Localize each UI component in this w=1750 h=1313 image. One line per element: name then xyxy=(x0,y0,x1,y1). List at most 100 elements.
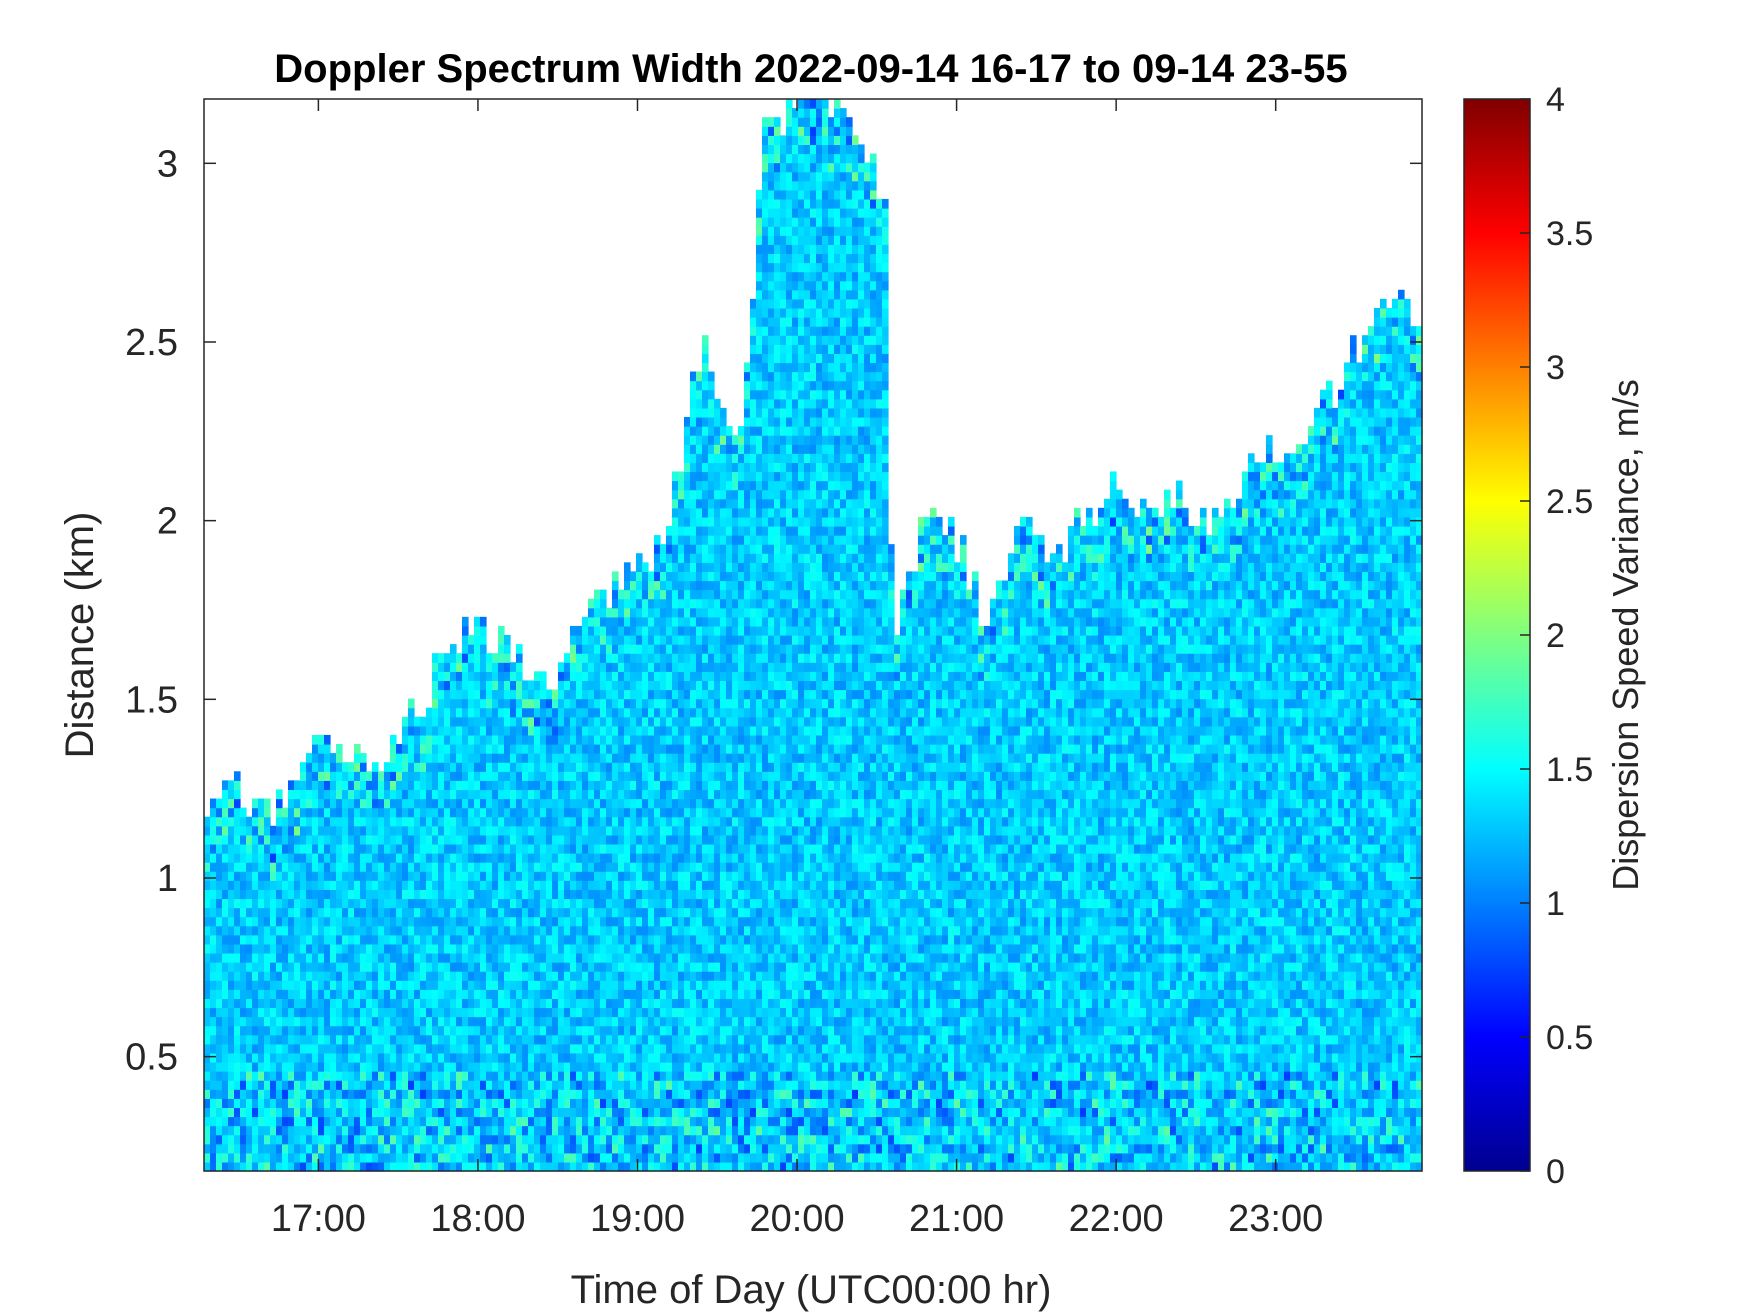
heatmap-cell xyxy=(294,908,301,918)
heatmap-cell xyxy=(492,1026,499,1036)
heatmap-cell xyxy=(618,853,625,863)
heatmap-cell xyxy=(570,1162,577,1172)
heatmap-cell xyxy=(204,1144,211,1154)
heatmap-cell xyxy=(678,1035,685,1045)
heatmap-cell xyxy=(492,835,499,845)
heatmap-cell xyxy=(636,580,643,590)
heatmap-cell xyxy=(492,917,499,927)
heatmap-cell xyxy=(360,780,367,790)
heatmap-cell xyxy=(510,898,517,908)
heatmap-cell xyxy=(438,699,445,709)
heatmap-cell xyxy=(360,1162,367,1172)
heatmap-cell xyxy=(378,808,385,818)
heatmap-cell xyxy=(678,844,685,854)
heatmap-cell xyxy=(624,762,631,772)
heatmap-cell xyxy=(282,944,289,954)
heatmap-cell xyxy=(480,862,487,872)
heatmap-cell xyxy=(258,1144,265,1154)
heatmap-cell xyxy=(462,962,469,972)
heatmap-cell xyxy=(294,889,301,899)
heatmap-cell xyxy=(456,862,463,872)
heatmap-cell xyxy=(282,1080,289,1090)
heatmap-cell xyxy=(618,844,625,854)
heatmap-cell xyxy=(672,553,679,563)
heatmap-cell xyxy=(474,1035,481,1045)
heatmap-cell xyxy=(600,935,607,945)
heatmap-cell xyxy=(618,699,625,709)
heatmap-cell xyxy=(408,1135,415,1145)
heatmap-cell xyxy=(324,780,331,790)
heatmap-cell xyxy=(462,1153,469,1163)
heatmap-cell xyxy=(474,808,481,818)
heatmap-cell xyxy=(282,1053,289,1063)
heatmap-cell xyxy=(606,1017,613,1027)
heatmap-cell xyxy=(492,1107,499,1117)
heatmap-cell xyxy=(354,799,361,809)
heatmap-cell xyxy=(474,644,481,654)
heatmap-cell xyxy=(570,880,577,890)
heatmap-cell xyxy=(534,1053,541,1063)
heatmap-cell xyxy=(618,771,625,781)
heatmap-cell xyxy=(618,717,625,727)
heatmap-cell xyxy=(396,935,403,945)
heatmap-cell xyxy=(516,1044,523,1054)
heatmap-cell xyxy=(576,1035,583,1045)
heatmap-cell xyxy=(534,735,541,745)
heatmap-cell xyxy=(240,953,247,963)
heatmap-cell xyxy=(354,762,361,772)
heatmap-cell xyxy=(600,753,607,763)
heatmap-cell xyxy=(372,1116,379,1126)
heatmap-cell xyxy=(642,1107,649,1117)
heatmap-cell xyxy=(438,1007,445,1017)
heatmap-cell xyxy=(246,1098,253,1108)
heatmap-cell xyxy=(462,880,469,890)
heatmap-cell xyxy=(222,1153,229,1163)
heatmap-cell xyxy=(498,735,505,745)
heatmap-cell xyxy=(612,771,619,781)
heatmap-cell xyxy=(438,998,445,1008)
heatmap-cell xyxy=(300,1126,307,1136)
heatmap-cell xyxy=(636,926,643,936)
heatmap-cell xyxy=(270,880,277,890)
heatmap-cell xyxy=(312,744,319,754)
heatmap-cell xyxy=(372,971,379,981)
heatmap-cell xyxy=(630,771,637,781)
heatmap-cell xyxy=(252,889,259,899)
heatmap-cell xyxy=(318,1062,325,1072)
heatmap-cell xyxy=(462,653,469,663)
heatmap-cell xyxy=(234,799,241,809)
heatmap-cell xyxy=(492,1126,499,1136)
heatmap-cell xyxy=(600,898,607,908)
heatmap-cell xyxy=(294,935,301,945)
heatmap-cell xyxy=(528,753,535,763)
heatmap-cell xyxy=(582,717,589,727)
heatmap-cell xyxy=(336,1044,343,1054)
heatmap-cell xyxy=(306,862,313,872)
heatmap-cell xyxy=(258,808,265,818)
heatmap-cell xyxy=(600,989,607,999)
heatmap-cell xyxy=(408,1026,415,1036)
heatmap-cell xyxy=(600,817,607,827)
heatmap-cell xyxy=(396,826,403,836)
heatmap-cell xyxy=(612,844,619,854)
heatmap-cell xyxy=(234,1035,241,1045)
heatmap-cell xyxy=(594,762,601,772)
heatmap-cell xyxy=(612,671,619,681)
heatmap-cell xyxy=(576,880,583,890)
heatmap-cell xyxy=(492,844,499,854)
heatmap-cell xyxy=(672,789,679,799)
heatmap-cell xyxy=(420,726,427,736)
heatmap-cell xyxy=(624,1089,631,1099)
heatmap-cell xyxy=(288,880,295,890)
heatmap-cell xyxy=(444,980,451,990)
heatmap-cell xyxy=(240,1062,247,1072)
heatmap-cell xyxy=(606,1053,613,1063)
heatmap-cell xyxy=(570,753,577,763)
heatmap-cell xyxy=(528,744,535,754)
heatmap-cell xyxy=(276,1089,283,1099)
heatmap-cell xyxy=(414,1007,421,1017)
heatmap-cell xyxy=(672,699,679,709)
heatmap-cell xyxy=(492,762,499,772)
heatmap-cell xyxy=(642,708,649,718)
heatmap-cell xyxy=(384,1098,391,1108)
